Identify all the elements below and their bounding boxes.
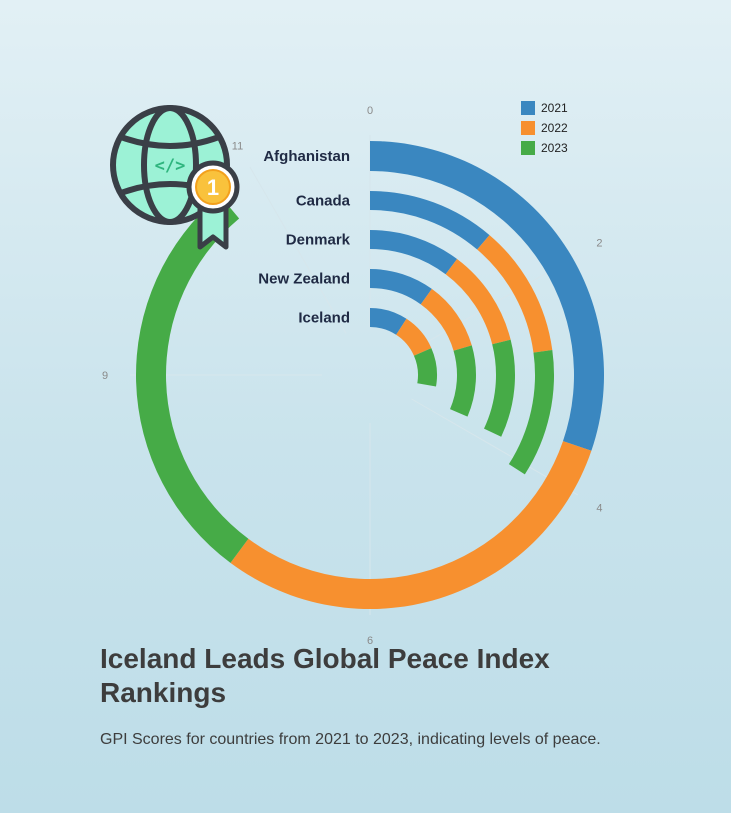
bar-segment-iceland-2021 (370, 308, 407, 335)
legend-label: 2023 (541, 141, 568, 155)
bar-segment-denmark-2021 (370, 230, 458, 275)
bar-segment-canada-2022 (477, 235, 553, 353)
tick-label: 4 (596, 503, 602, 515)
category-label: Denmark (286, 232, 351, 249)
category-label: Iceland (298, 310, 350, 327)
tick-label: 11 (232, 141, 243, 153)
tick-label: 9 (102, 370, 108, 382)
legend-swatch (521, 121, 535, 135)
category-label: Canada (296, 193, 351, 210)
category-labels: Afghanistan Canada Denmark New Zealand Icela… (258, 148, 350, 327)
category-label: Afghanistan (263, 148, 350, 165)
globe-award-icon: </> 1 (110, 105, 240, 250)
bar-series (135, 141, 604, 609)
bar-segment-canada-2021 (370, 191, 490, 250)
bar-segment-afghanistan-2021 (370, 141, 604, 451)
bar-segment-iceland-2022 (396, 318, 432, 356)
tick-labels: 0 2 4 6 9 11 (102, 105, 603, 647)
chart-title: Iceland Leads Global Peace Index Ranking… (100, 643, 550, 708)
badge-number: 1 (207, 175, 219, 200)
legend: 2021 2022 2023 (521, 101, 568, 155)
legend-swatch (521, 101, 535, 115)
bar-segment-canada-2023 (508, 350, 554, 475)
tick-label: 0 (367, 105, 373, 117)
bar-segment-iceland-2023 (413, 348, 437, 387)
bar-segment-afghanistan-2022 (230, 441, 592, 609)
bar-segment-denmark-2023 (484, 339, 516, 437)
axis-spoke (249, 166, 347, 334)
chart-subtitle: GPI Scores for countries from 2021 to 20… (100, 731, 601, 748)
category-label: New Zealand (258, 271, 350, 288)
tick-label: 6 (367, 635, 373, 647)
bar-segment-new-zealand-2023 (450, 345, 477, 417)
bar-segment-new-zealand-2021 (370, 269, 432, 305)
svg-text:</>: </> (155, 156, 186, 176)
legend-label: 2022 (541, 121, 568, 135)
bar-segment-new-zealand-2022 (420, 288, 472, 351)
bar-segment-denmark-2022 (445, 259, 511, 345)
tick-label: 2 (596, 238, 602, 250)
legend-label: 2021 (541, 101, 568, 115)
bar-segment-afghanistan-2023 (135, 195, 249, 563)
legend-swatch (521, 141, 535, 155)
